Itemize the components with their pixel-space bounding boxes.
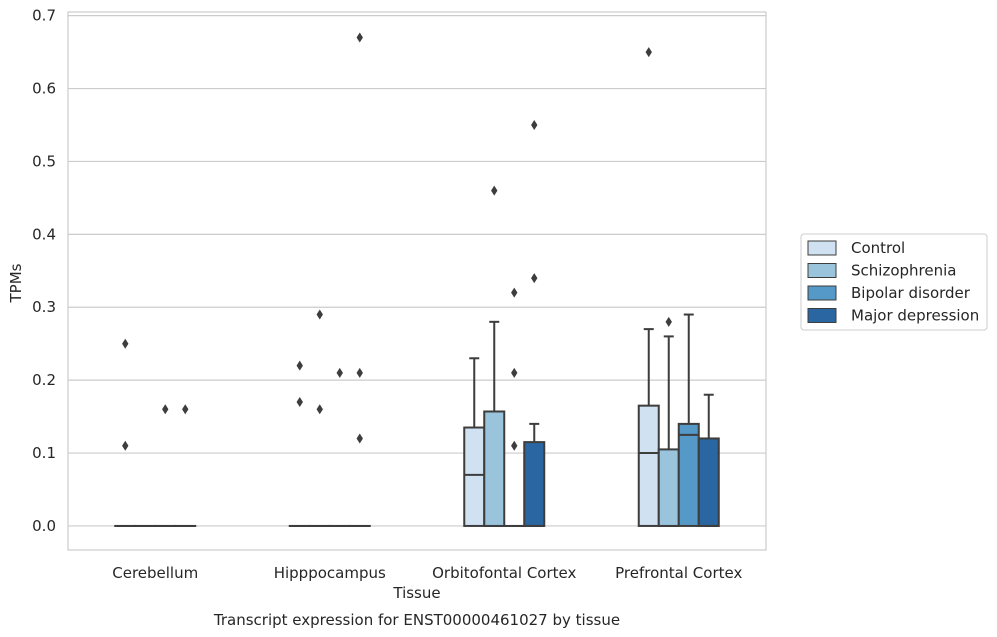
outlier-marker [531,119,538,130]
outlier-marker [645,47,652,58]
box-group [174,404,197,527]
outlier-marker [122,338,129,349]
x-tick-label: Prefrontal Cortex [615,564,742,582]
box-group [483,185,506,527]
box [677,422,700,527]
outlier-marker [296,397,303,408]
legend-swatch [807,308,837,323]
legend-label: Bipolar disorder [851,284,971,302]
y-tick-label: 0.1 [32,444,56,462]
outlier-marker [511,287,518,298]
outlier-marker [296,360,303,371]
legend-frame [800,233,988,331]
legend-swatch [807,285,837,301]
y-tick-label: 0.3 [32,298,56,316]
outlier-marker [122,440,129,451]
y-tick-label: 0.6 [32,80,56,98]
box [463,426,486,527]
y-axis-label: TPMs [7,263,25,303]
y-tick-label: 0.7 [32,7,56,25]
box-group [697,393,720,527]
y-tick-label: 0.5 [32,152,56,170]
legend: Control Schizophrenia Bipolar disorder Majo… [800,233,988,331]
outlier-marker [356,367,363,378]
outlier-marker [336,367,343,378]
outlier-marker [162,404,169,415]
box-group [288,360,311,527]
box [523,441,546,527]
outlier-marker [316,309,323,320]
x-tick-label: Cerebellum [112,564,198,582]
box-group [657,316,680,527]
outlier-marker [531,273,538,284]
box [657,448,680,527]
outlier-marker [356,433,363,444]
x-tick-label: Hipppocampus [274,564,386,582]
outlier-marker [511,367,518,378]
box-group [463,357,486,527]
box-group [348,32,371,527]
legend-label: Schizophrenia [851,262,956,280]
x-axis-label: Tissue [392,584,440,602]
legend-label: Control [851,239,905,257]
legend-swatch [807,240,837,256]
outlier-marker [511,440,518,451]
chart-caption: Transcript expression for ENST0000046102… [213,611,620,629]
x-tick-label: Orbitofontal Cortex [432,564,576,582]
box [637,404,660,527]
box-series [114,32,720,527]
y-tick-labels: 0.0 0.1 0.2 0.3 0.4 0.5 0.6 0.7 [32,7,56,535]
outlier-marker [182,404,189,415]
legend-swatch [807,263,837,278]
y-tick-label: 0.0 [32,517,56,535]
y-tick-label: 0.2 [32,371,56,389]
box [697,437,720,527]
outlier-marker [316,404,323,415]
x-tick-labels: Cerebellum Hipppocampus Orbitofontal Corte… [112,564,742,582]
outlier-marker [491,185,498,196]
box-group [523,119,546,527]
outlier-marker [356,32,363,43]
box [483,410,506,527]
legend-label: Major depression [851,307,979,325]
y-tick-label: 0.4 [32,225,56,243]
outlier-marker [665,316,672,327]
plot-frame [67,11,767,551]
